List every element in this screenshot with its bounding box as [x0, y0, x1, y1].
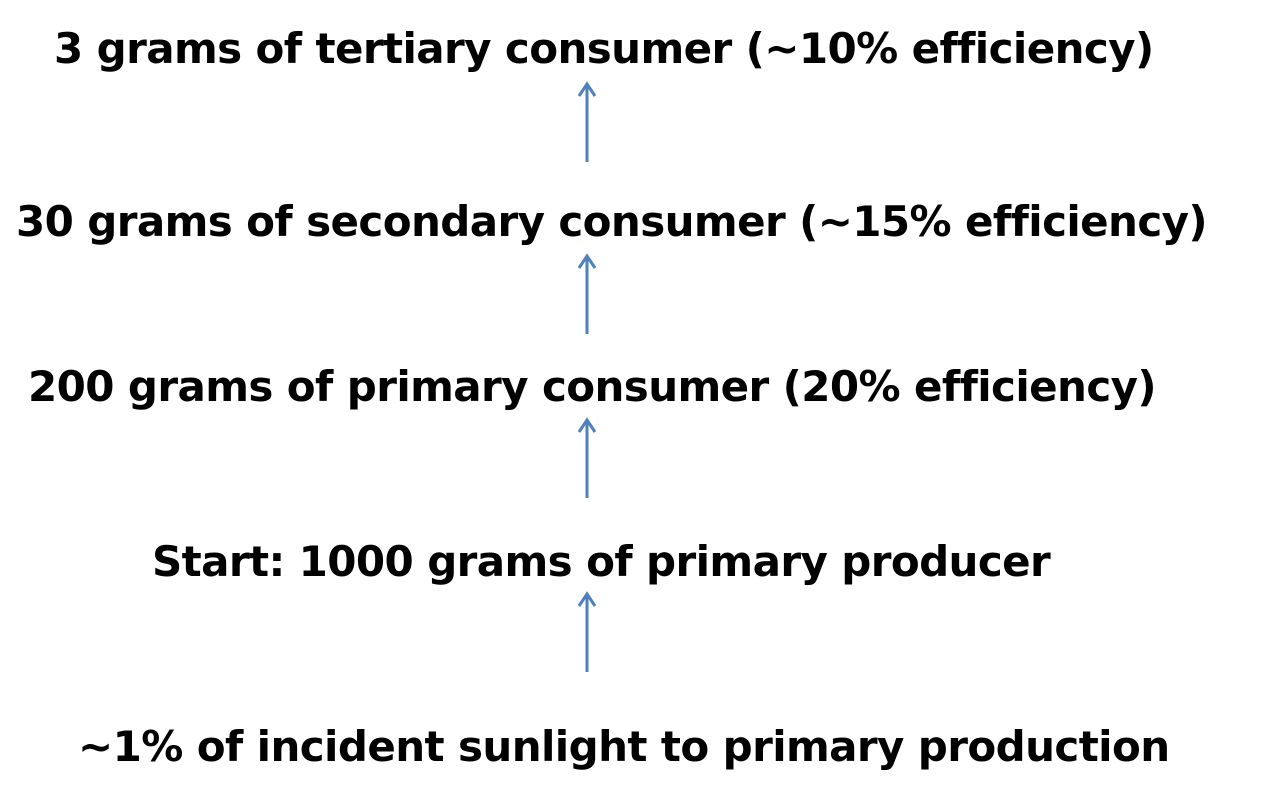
primary-consumer-level: 200 grams of primary consumer (20% effic…: [28, 362, 1157, 411]
secondary-consumer-level: 30 grams of secondary consumer (~15% eff…: [16, 197, 1208, 246]
tertiary-consumer-level: 3 grams of tertiary consumer (~10% effic…: [54, 24, 1154, 73]
sunlight-level: ~1% of incident sunlight to primary prod…: [78, 722, 1170, 771]
primary-producer-level: Start: 1000 grams of primary producer: [152, 537, 1051, 586]
arrow-up-icon: [576, 252, 598, 336]
arrow-up-icon: [576, 590, 598, 674]
arrow-up-icon: [576, 416, 598, 500]
arrow-up-icon: [576, 80, 598, 164]
